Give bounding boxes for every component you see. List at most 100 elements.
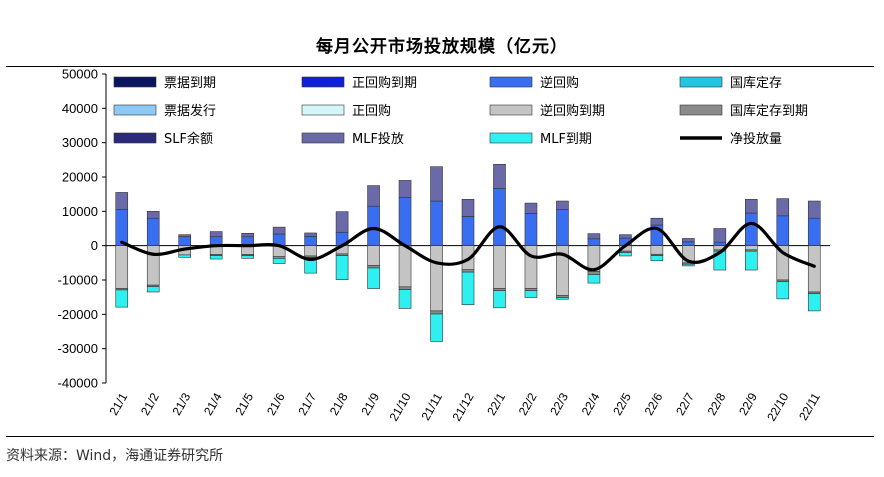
bar-逆回购-22/3 xyxy=(556,209,569,246)
x-tick-label: 22/10 xyxy=(764,390,791,423)
bar-MLF到期-22/10 xyxy=(776,281,790,300)
legend-swatch-票据发行 xyxy=(113,104,157,116)
bar-MLF投放-22/7 xyxy=(682,238,695,243)
bar-逆回购到期-22/11 xyxy=(807,245,821,293)
bar-逆回购-22/9 xyxy=(745,212,758,246)
bar-逆回购-21/7 xyxy=(304,236,317,246)
bar-国库定存到期-22/4 xyxy=(587,271,601,275)
bar-逆回购-22/2 xyxy=(524,213,538,246)
x-tick-label: 21/4 xyxy=(201,390,225,418)
bar-MLF投放-22/11 xyxy=(807,200,821,219)
bar-逆回购到期-21/10 xyxy=(398,245,412,288)
bar-MLF投放-21/6 xyxy=(272,226,286,235)
bar-逆回购-21/11 xyxy=(430,200,443,246)
x-tick-label: 21/1 xyxy=(107,390,131,418)
bar-逆回购-22/11 xyxy=(807,217,821,246)
x-tick-label: 22/9 xyxy=(736,390,760,418)
legend-swatch-正回购到期 xyxy=(301,76,345,88)
bar-逆回购到期-21/2 xyxy=(146,245,160,286)
bar-逆回购-22/1 xyxy=(493,188,506,246)
bar-逆回购到期-21/11 xyxy=(430,245,443,312)
bar-逆回购-21/2 xyxy=(146,217,160,246)
bar-MLF投放-21/8 xyxy=(335,211,349,233)
bar-国库定存到期-21/9 xyxy=(367,265,380,269)
bar-MLF到期-21/10 xyxy=(398,289,412,309)
legend-label: 逆回购 xyxy=(540,75,579,91)
bar-逆回购-22/7 xyxy=(682,241,695,246)
legend-label: 国库定存到期 xyxy=(730,103,808,119)
source-rule xyxy=(6,436,874,437)
bar-MLF投放-21/5 xyxy=(241,233,254,238)
bar-MLF到期-21/5 xyxy=(241,255,254,259)
x-tick-label: 22/7 xyxy=(673,390,697,418)
bar-逆回购-21/12 xyxy=(461,216,475,246)
bar-MLF到期-21/6 xyxy=(272,258,286,264)
legend-label: 票据到期 xyxy=(164,76,216,91)
bar-MLF投放-22/3 xyxy=(556,200,569,210)
x-tick-label: 21/11 xyxy=(418,390,445,423)
bar-逆回购-21/10 xyxy=(398,197,412,246)
bar-逆回购-22/8 xyxy=(713,241,727,246)
bar-逆回购-21/3 xyxy=(178,236,191,246)
legend-swatch-票据到期 xyxy=(113,76,157,88)
bar-MLF投放-22/5 xyxy=(619,234,632,239)
y-tick-label: 50000 xyxy=(62,67,98,82)
bar-MLF投放-22/1 xyxy=(493,163,506,189)
bar-MLF投放-21/7 xyxy=(304,232,317,237)
bar-MLF到期-22/4 xyxy=(587,274,601,284)
bar-逆回购-21/1 xyxy=(115,209,129,246)
legend-label: MLF到期 xyxy=(540,132,592,147)
bar-MLF投放-22/9 xyxy=(745,199,758,214)
bar-MLF到期-21/3 xyxy=(178,254,191,258)
bar-国库定存到期-22/3 xyxy=(556,295,569,298)
y-tick-label: -20000 xyxy=(58,307,98,322)
legend-label: MLF投放 xyxy=(352,131,404,147)
x-tick-label: 21/8 xyxy=(327,390,351,418)
x-tick-label: 21/3 xyxy=(169,390,193,418)
bar-逆回购到期-21/1 xyxy=(115,245,129,289)
bar-逆回购到期-22/9 xyxy=(745,245,758,251)
x-tick-label: 21/12 xyxy=(449,390,476,423)
legend-label: 票据发行 xyxy=(164,103,216,119)
bar-MLF投放-21/4 xyxy=(209,231,223,238)
bar-MLF到期-21/7 xyxy=(304,257,317,274)
bar-国库定存到期-21/12 xyxy=(461,269,475,273)
bar-MLF到期-22/6 xyxy=(650,255,664,262)
bar-MLF到期-21/9 xyxy=(367,267,380,289)
bar-MLF到期-22/11 xyxy=(807,293,821,312)
x-tick-label: 21/7 xyxy=(295,390,319,418)
legend-swatch-国库定存 xyxy=(679,76,723,88)
legend-swatch-MLF到期 xyxy=(489,132,533,144)
legend-label: 国库定存 xyxy=(730,75,782,91)
bar-MLF投放-21/12 xyxy=(461,199,475,217)
bar-MLF投放-22/4 xyxy=(587,233,601,240)
legend-label: 净投放量 xyxy=(730,131,782,147)
y-tick-label: -40000 xyxy=(58,376,98,391)
legend-swatch-正回购 xyxy=(301,104,345,116)
x-tick-label: 22/3 xyxy=(547,390,571,418)
legend-label: 正回购到期 xyxy=(352,75,417,91)
x-tick-label: 21/5 xyxy=(232,390,256,418)
bar-MLF到期-22/2 xyxy=(524,290,538,298)
bar-MLF投放-22/10 xyxy=(776,198,790,217)
x-tick-label: 22/11 xyxy=(796,390,823,423)
bar-逆回购-22/10 xyxy=(776,215,790,246)
x-tick-label: 22/2 xyxy=(516,390,540,418)
bar-国库定存到期-21/11 xyxy=(430,310,443,315)
legend-label: 逆回购到期 xyxy=(540,103,605,119)
y-tick-label: -10000 xyxy=(58,273,98,288)
y-tick-label: 20000 xyxy=(62,170,98,185)
y-tick-label: 0 xyxy=(91,238,98,253)
source-note: 资料来源：Wind，海通证券研究所 xyxy=(6,448,224,464)
bar-MLF到期-22/9 xyxy=(745,250,758,271)
chart-title: 每月公开市场投放规模（亿元） xyxy=(316,37,568,57)
y-tick-label: 40000 xyxy=(62,101,98,116)
y-tick-label: -30000 xyxy=(58,341,98,356)
bar-MLF到期-22/3 xyxy=(556,297,569,300)
x-tick-label: 22/8 xyxy=(705,390,729,418)
x-tick-label: 21/6 xyxy=(264,390,288,418)
bar-MLF到期-21/1 xyxy=(115,289,129,308)
x-tick-label: 21/10 xyxy=(387,390,414,423)
bar-MLF投放-22/8 xyxy=(713,228,727,243)
